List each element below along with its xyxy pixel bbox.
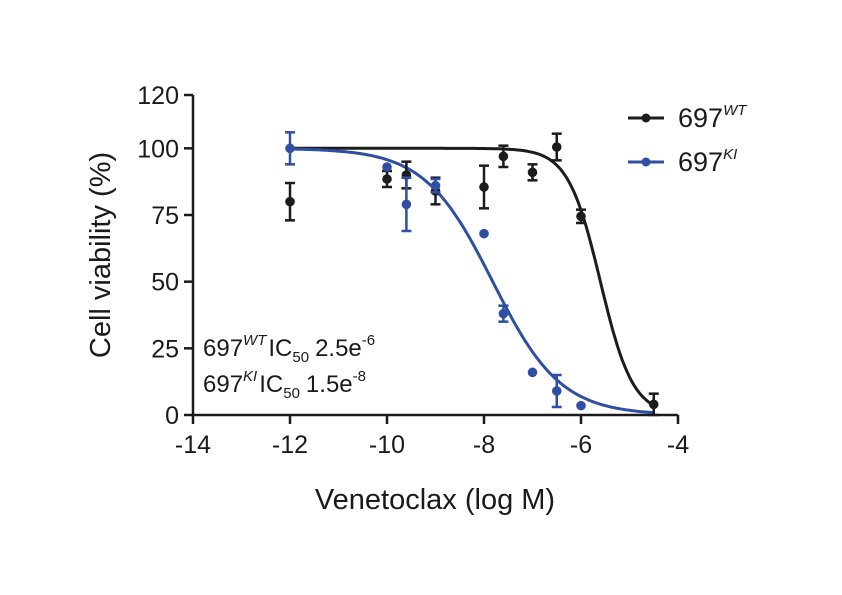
x-tick-label: -6 bbox=[570, 431, 592, 459]
x-tick-label: -14 bbox=[175, 431, 211, 459]
fit-curve-wt bbox=[290, 146, 655, 407]
data-point-wt bbox=[576, 211, 586, 222]
y-axis-title: Cell viability (%) bbox=[85, 152, 117, 358]
data-point-wt bbox=[382, 174, 392, 184]
data-point-ki bbox=[576, 400, 586, 411]
legend-label-wt: 697WT bbox=[678, 102, 748, 133]
data-point-wt bbox=[527, 167, 538, 178]
x-tick-label: -4 bbox=[667, 431, 689, 459]
data-point-ki bbox=[498, 308, 509, 319]
data-point-ki bbox=[430, 180, 441, 191]
data-point-wt bbox=[648, 399, 659, 410]
data-point-wt bbox=[551, 142, 562, 152]
data-point-wt bbox=[479, 182, 489, 192]
fit-curve-ki bbox=[289, 147, 654, 415]
data-point-wt bbox=[498, 151, 509, 162]
data-point-ki bbox=[285, 143, 295, 154]
data-point-ki bbox=[401, 199, 412, 210]
legend: 697WT 697KI bbox=[628, 102, 748, 177]
legend-marker-wt bbox=[641, 113, 651, 123]
x-tick-label: -12 bbox=[272, 431, 308, 459]
ic50-annotation-wt: 697WTIC50 2.5e-6 bbox=[203, 332, 375, 366]
data-point-ki bbox=[551, 386, 562, 396]
y-tick-label: 0 bbox=[165, 402, 179, 430]
y-tick-label: 25 bbox=[151, 335, 179, 363]
ic50-annotation-ki: 697KIIC50 1.5e-8 bbox=[203, 368, 366, 402]
axes: 0 25 50 75 100 120 -14 -12 -10 -8 -6 -4 bbox=[137, 82, 689, 459]
data-points bbox=[285, 131, 659, 417]
data-point-ki bbox=[382, 162, 392, 172]
legend-item-ki: 697KI bbox=[628, 146, 737, 177]
y-tick-label: 75 bbox=[151, 202, 179, 230]
x-tick-label: -8 bbox=[473, 431, 495, 459]
data-point-ki bbox=[479, 228, 489, 239]
legend-item-wt: 697WT bbox=[628, 102, 748, 133]
data-point-ki bbox=[527, 367, 538, 378]
legend-marker-ki bbox=[641, 157, 651, 167]
y-tick-label: 50 bbox=[151, 269, 179, 297]
data-point-wt bbox=[285, 196, 295, 207]
ic50-annotations: 697WTIC50 2.5e-6 697KIIC50 1.5e-8 bbox=[203, 332, 375, 402]
fit-curves bbox=[289, 146, 655, 415]
y-tick-label: 100 bbox=[137, 135, 179, 163]
y-tick-label: 120 bbox=[137, 82, 179, 110]
x-tick-label: -10 bbox=[369, 431, 405, 459]
x-axis-title: Venetoclax (log M) bbox=[315, 484, 555, 516]
legend-label-ki: 697KI bbox=[678, 146, 737, 177]
